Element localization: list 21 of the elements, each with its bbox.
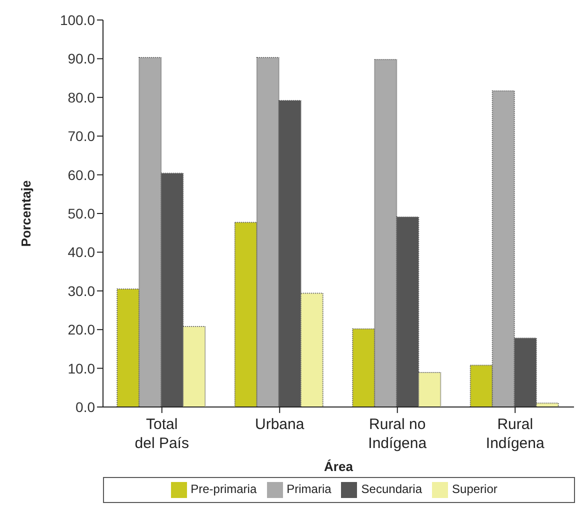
- y-tick-label: 10.0: [68, 360, 96, 376]
- y-tick-label: 40.0: [68, 244, 96, 260]
- x-tick-label: Total del País: [134, 416, 189, 452]
- y-tick-label: 100.0: [60, 12, 96, 28]
- x-tick-label: Rural no Indígena: [368, 416, 428, 452]
- x-axis-title: Área: [324, 459, 354, 474]
- y-tick-label: 90.0: [68, 50, 96, 67]
- y-tick-label: 50.0: [68, 205, 96, 222]
- y-tick-label: 20.0: [68, 322, 96, 338]
- legend-label: Secundaria: [361, 482, 422, 496]
- y-tick-label: 30.0: [68, 282, 96, 299]
- legend-label: Pre-primaria: [190, 482, 257, 496]
- y-tick-label: 70.0: [68, 128, 96, 144]
- legend-label: Primaria: [286, 482, 332, 496]
- y-tick-label: 0.0: [76, 398, 96, 415]
- legend-label: Superior: [452, 482, 498, 496]
- y-axis-title: Porcentaje: [18, 180, 34, 247]
- x-tick-label: Rural Indígena: [486, 416, 545, 452]
- y-tick-label: 80.0: [68, 89, 96, 106]
- y-tick-label: 60.0: [68, 166, 96, 183]
- x-tick-label: Urbana: [255, 416, 305, 433]
